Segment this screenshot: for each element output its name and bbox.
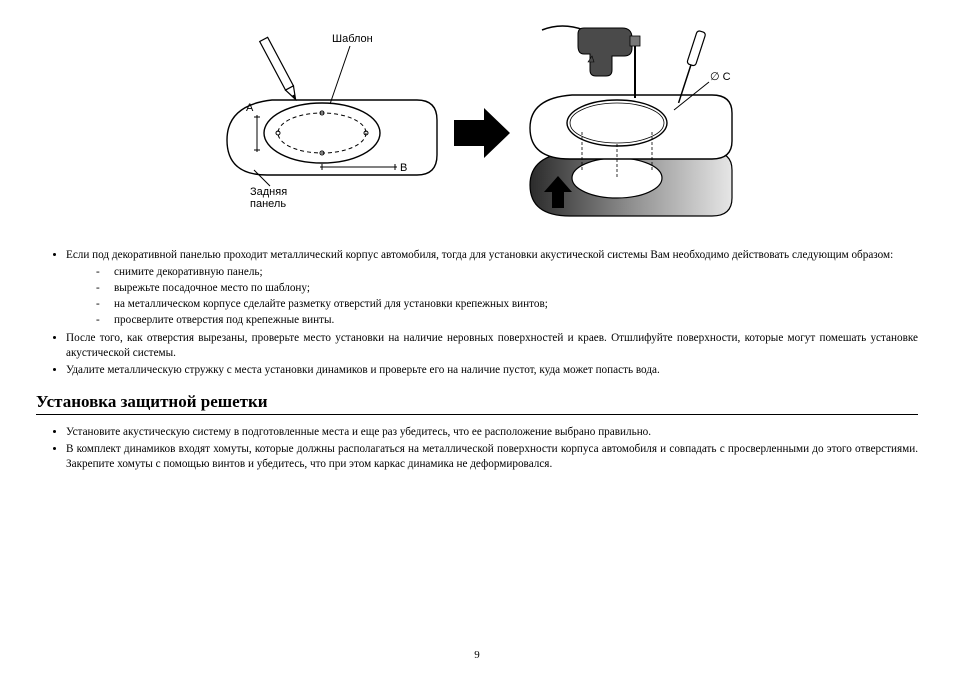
list-item: В комплект динамиков входят хомуты, кото… bbox=[66, 442, 918, 472]
list-item-text: Если под декоративной панелью проходит м… bbox=[66, 249, 893, 261]
instruction-list-1: Если под декоративной панелью проходит м… bbox=[36, 248, 918, 378]
sub-list-item: просверлите отверстия под крепежные винт… bbox=[114, 313, 918, 328]
label-template: Шаблон bbox=[332, 33, 373, 45]
scriber-icon bbox=[674, 30, 706, 104]
instruction-list-2: Установите акустическую систему в подгот… bbox=[36, 425, 918, 472]
label-backpanel-1: Задняя bbox=[250, 186, 287, 198]
sub-list-item: вырежьте посадочное место по шаблону; bbox=[114, 281, 918, 296]
page-number: 9 bbox=[0, 649, 954, 661]
label-diameter-c: ∅ C bbox=[710, 71, 731, 83]
label-b: B bbox=[400, 162, 407, 174]
drill-icon bbox=[542, 26, 640, 98]
sub-list-item: на металлическом корпусе сделайте размет… bbox=[114, 297, 918, 312]
installation-diagram: A B Шаблон Задняя панель bbox=[212, 20, 742, 225]
diagram-container: A B Шаблон Задняя панель bbox=[36, 20, 918, 230]
sub-list: снимите декоративную панель; вырежьте по… bbox=[66, 265, 918, 328]
label-backpanel-2: панель bbox=[250, 198, 286, 210]
sub-list-item: снимите декоративную панель; bbox=[114, 265, 918, 280]
section-rule bbox=[36, 414, 918, 415]
page: A B Шаблон Задняя панель bbox=[0, 0, 954, 675]
arrow-icon bbox=[454, 108, 510, 158]
section-title: Установка защитной решетки bbox=[36, 392, 918, 412]
list-item: Установите акустическую систему в подгот… bbox=[66, 425, 918, 440]
label-a: A bbox=[246, 102, 254, 114]
list-item: После того, как отверстия вырезаны, пров… bbox=[66, 331, 918, 361]
list-item: Удалите металлическую стружку с места ус… bbox=[66, 363, 918, 378]
list-item: Если под декоративной панелью проходит м… bbox=[66, 248, 918, 329]
